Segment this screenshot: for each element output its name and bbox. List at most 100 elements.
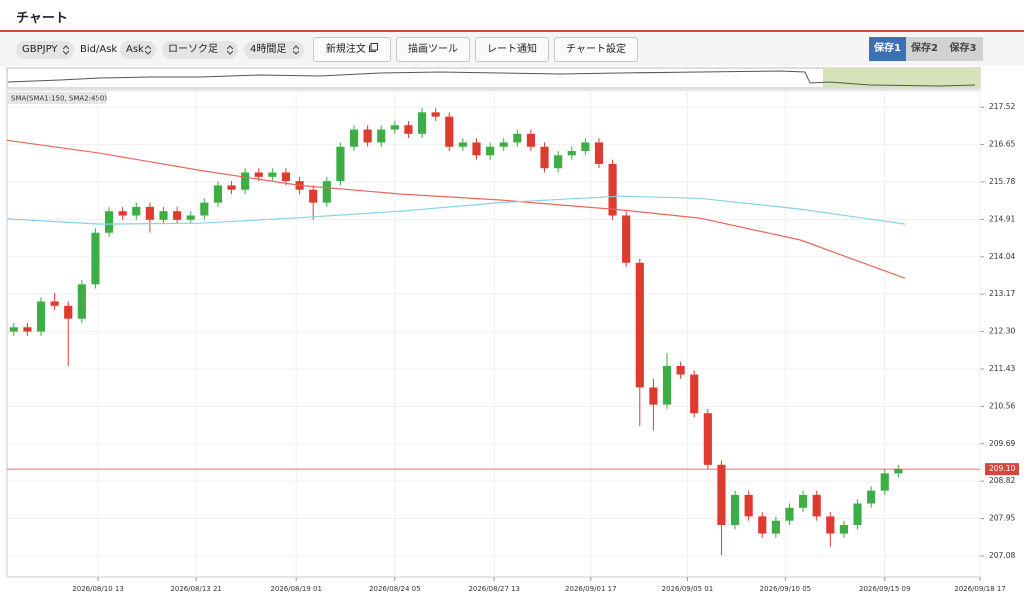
- candle-body: [268, 172, 277, 177]
- y-tick-label: 207.08: [989, 551, 1015, 560]
- button-label: 新規注文: [325, 44, 366, 55]
- candle-body: [703, 413, 712, 465]
- timeframe: 4時間足: [250, 44, 287, 55]
- candle-body: [867, 490, 876, 504]
- candle-body: [662, 365, 672, 405]
- y-tick-label: 207.95: [989, 514, 1015, 523]
- price-side-select[interactable]: Ask: [120, 41, 156, 59]
- candle-body: [771, 520, 780, 534]
- candle-body: [309, 189, 318, 203]
- candle-body: [404, 125, 413, 134]
- candle-body: [322, 181, 331, 203]
- candle-body: [23, 327, 32, 332]
- candle-body: [812, 494, 821, 517]
- title-rule: [0, 30, 1024, 32]
- price-side-label: Bid/Ask: [80, 44, 118, 55]
- candle-body: [649, 387, 658, 405]
- candle-body: [431, 112, 440, 117]
- y-tick-label: 212.30: [989, 327, 1015, 336]
- y-tick-label: 217.52: [989, 102, 1015, 111]
- y-tick-label: 215.78: [989, 177, 1015, 186]
- candle-body: [839, 524, 848, 534]
- candle-body: [799, 494, 808, 508]
- x-tick-label: 2026/09/05 01: [662, 585, 713, 593]
- page-title: チャート: [16, 11, 68, 26]
- new-order-button[interactable]: 新規注文: [313, 37, 391, 62]
- candle-body: [36, 301, 46, 332]
- candle-body: [880, 473, 889, 491]
- y-tick-label: 213.17: [989, 289, 1015, 298]
- symbol-select[interactable]: GBPJPY: [16, 41, 74, 59]
- candle-body: [145, 206, 154, 220]
- y-tick-label: 214.04: [989, 252, 1015, 261]
- grid: 217.52 216.65 215.78 214.91 214.04 213.17 212.…: [7, 90, 1015, 593]
- select-arrow: [227, 45, 233, 55]
- navigator-line: [7, 70, 976, 87]
- x-tick-label: 2026/09/10 05: [760, 585, 811, 593]
- popup-icon: [369, 43, 379, 52]
- chart-settings-button[interactable]: チャート設定: [554, 37, 638, 62]
- select-arrow: [293, 45, 299, 55]
- candle-body: [241, 172, 250, 190]
- rate-alert-button[interactable]: レート通知: [475, 37, 549, 62]
- candle-body: [554, 155, 563, 169]
- candle-body: [77, 284, 86, 319]
- chart-style-select[interactable]: ローソク足: [162, 41, 238, 59]
- candle-body: [50, 301, 59, 306]
- indicator-badge: [8, 92, 106, 104]
- candle-body: [132, 206, 141, 216]
- symbol: GBPJPY: [22, 44, 58, 55]
- candle-body: [758, 516, 767, 534]
- candle-body: [826, 516, 835, 534]
- chart-style: ローソク足: [168, 44, 218, 55]
- candle-body: [730, 494, 740, 525]
- candle-body: [417, 112, 427, 134]
- y-tick-label: 208.82: [989, 476, 1015, 485]
- candle-body: [9, 327, 18, 332]
- candle-body: [200, 202, 209, 216]
- candle-body: [540, 146, 549, 169]
- x-tick-label: 2026/08/27 13: [468, 585, 519, 593]
- x-tick-label: 2026/09/18 17: [954, 585, 1005, 593]
- x-tick-label: 2026/08/13 21: [170, 585, 221, 593]
- timeframe-select[interactable]: 4時間足: [244, 41, 304, 59]
- candle-body: [281, 172, 291, 182]
- candle-body: [173, 211, 182, 220]
- candle-body: [91, 232, 100, 285]
- candle-body: [894, 469, 903, 474]
- navigator-window: [823, 68, 980, 88]
- y-tick-label: 209.69: [989, 439, 1015, 448]
- candle-body: [445, 116, 454, 147]
- x-tick-label: 2026/08/24 05: [369, 585, 420, 593]
- save-tab[interactable]: 保存1: [869, 37, 906, 61]
- candle-body: [104, 211, 114, 233]
- marks: 209.10: [6, 108, 1019, 556]
- candle-body: [227, 185, 236, 190]
- candle-body: [635, 262, 644, 388]
- save-tab[interactable]: 保存2: [906, 37, 943, 61]
- candle-body: [690, 374, 699, 414]
- x-tick-label: 2026/08/10 13: [72, 585, 123, 593]
- candle-body: [458, 142, 467, 147]
- candle-body: [567, 151, 576, 156]
- candle-body: [499, 142, 508, 147]
- candle-body: [186, 215, 195, 220]
- candle-body: [349, 129, 359, 147]
- drawing-tools-button[interactable]: 描画ツール: [396, 37, 470, 62]
- candle-body: [254, 172, 263, 177]
- y-tick-label: 211.43: [989, 364, 1015, 373]
- candle-body: [581, 142, 590, 152]
- candle-body: [622, 215, 631, 263]
- candle-body: [513, 133, 522, 143]
- save-tab[interactable]: 保存3: [943, 37, 983, 61]
- select-arrow: [145, 45, 151, 55]
- select-arrow: [63, 45, 69, 55]
- y-tick-label: 214.91: [989, 214, 1015, 223]
- candle-body: [594, 142, 604, 164]
- candle-body: [472, 142, 481, 156]
- sma-line: [6, 195, 906, 225]
- candle-body: [676, 365, 685, 375]
- candle-body: [785, 507, 794, 521]
